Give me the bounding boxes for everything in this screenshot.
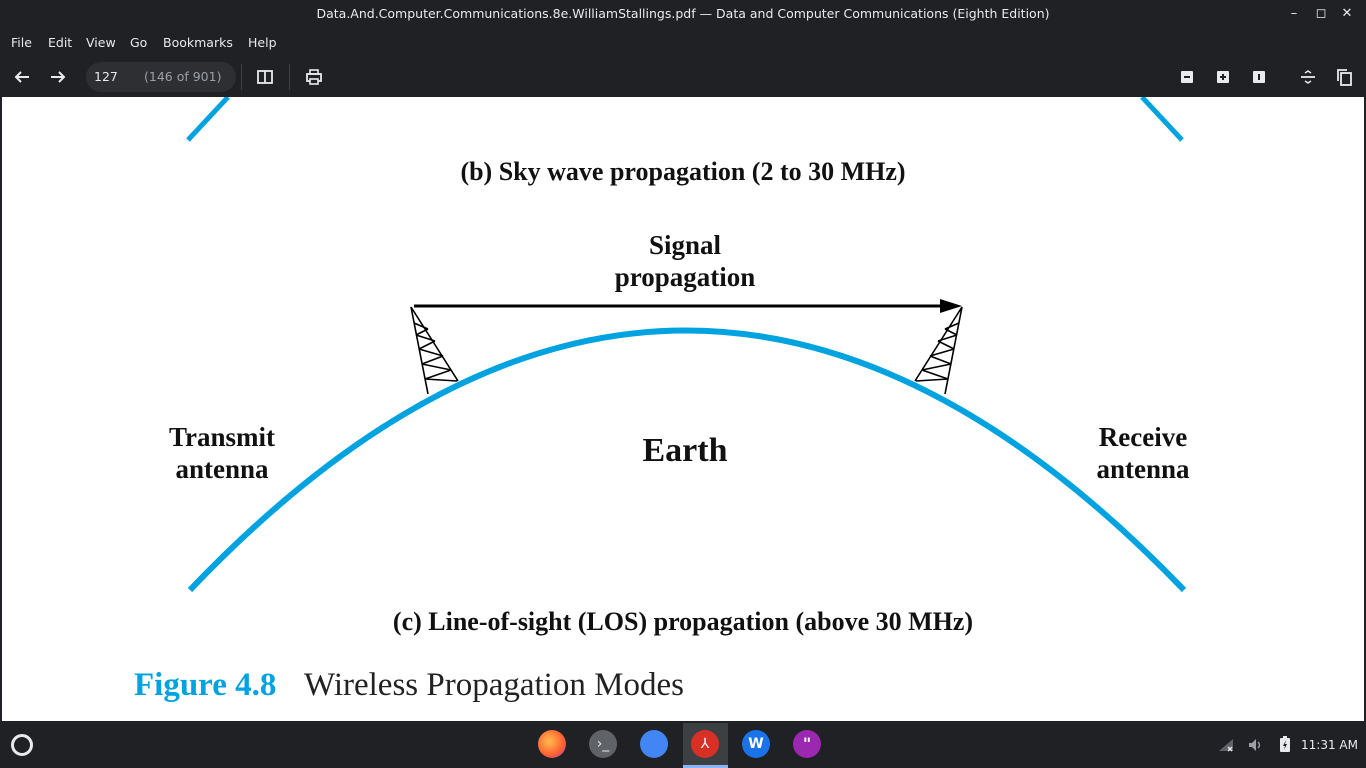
menu-edit[interactable]: Edit (48, 35, 73, 50)
menu-bar: File Edit View Go Bookmarks Help (0, 29, 1366, 56)
terminal-icon[interactable]: ›_ (589, 730, 617, 758)
receive-label-line2: antenna (1096, 454, 1190, 484)
sky-wave-curve-right (1140, 97, 1184, 142)
back-arrow-icon[interactable] (10, 65, 34, 89)
zoom-out-icon[interactable] (1175, 65, 1199, 89)
close-button[interactable]: ✕ (1341, 6, 1353, 21)
minimize-button[interactable]: – (1290, 6, 1298, 21)
figure-graphic (186, 97, 1187, 593)
network-icon[interactable] (1218, 737, 1234, 752)
launcher-icon[interactable] (11, 734, 33, 756)
fit-width-icon[interactable] (1296, 65, 1320, 89)
clock[interactable]: 11:31 AM (1301, 738, 1358, 752)
battery-icon[interactable] (1280, 736, 1290, 752)
caption-los: (c) Line-of-sight (LOS) propagation (abo… (392, 607, 974, 636)
window-title: Data.And.Computer.Communications.8e.Will… (316, 6, 1050, 21)
signal-arrow-head (940, 299, 962, 313)
quote-app-icon[interactable]: " (793, 730, 821, 758)
receive-antenna-tower (914, 306, 963, 395)
volume-icon[interactable] (1248, 737, 1264, 751)
active-app-indicator (683, 765, 728, 768)
sky-wave-curve-left (186, 97, 230, 142)
page-count: (146 of 901) (144, 69, 222, 84)
toolbar-separator (241, 64, 242, 90)
menu-view[interactable]: View (86, 35, 116, 50)
transmit-antenna-label: Transmit antenna (132, 421, 312, 485)
signal-propagation-label: Signal propagation (585, 229, 785, 293)
page-navigator[interactable]: 127 (146 of 901) (86, 62, 236, 92)
page-number-input[interactable]: 127 (94, 69, 118, 84)
caption-sky-wave: (b) Sky wave propagation (2 to 30 MHz) (460, 157, 906, 186)
copy-icon[interactable] (1332, 65, 1356, 89)
figure-number: Figure 4.8 (134, 667, 277, 703)
files-icon[interactable] (640, 730, 668, 758)
menu-bookmarks[interactable]: Bookmarks (163, 35, 233, 50)
figure-title: Wireless Propagation Modes (304, 667, 684, 703)
toolbar-separator (289, 64, 290, 90)
pdf-reader-icon[interactable]: ⅄ (691, 730, 719, 758)
menu-help[interactable]: Help (248, 35, 277, 50)
sidebar-icon[interactable] (253, 65, 277, 89)
title-bar: Data.And.Computer.Communications.8e.Will… (0, 0, 1366, 29)
transmit-label-line1: Transmit (169, 422, 275, 452)
signal-label-line2: propagation (614, 262, 756, 292)
zoom-in-icon[interactable] (1211, 65, 1235, 89)
wps-icon[interactable]: W (742, 730, 770, 758)
receive-label-line1: Receive (1098, 422, 1188, 452)
print-icon[interactable] (302, 65, 326, 89)
signal-label-line1: Signal (648, 230, 722, 260)
firefox-icon[interactable] (538, 730, 566, 758)
menu-go[interactable]: Go (130, 35, 148, 50)
earth-curve (187, 327, 1187, 593)
document-page: (b) Sky wave propagation (2 to 30 MHz) S… (2, 97, 1364, 721)
menu-file[interactable]: File (11, 35, 32, 50)
forward-arrow-icon[interactable] (46, 65, 70, 89)
maximize-button[interactable]: ◻ (1315, 6, 1327, 21)
transmit-label-line2: antenna (175, 454, 269, 484)
transmit-antenna-tower (410, 306, 459, 395)
original-size-icon[interactable] (1247, 65, 1271, 89)
earth-label: Earth (642, 432, 728, 469)
receive-antenna-label: Receive antenna (1053, 421, 1233, 485)
